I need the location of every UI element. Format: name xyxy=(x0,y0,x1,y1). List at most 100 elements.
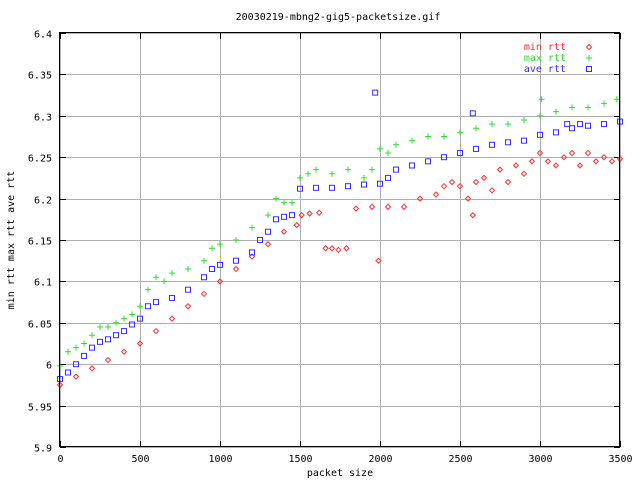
data-point xyxy=(569,104,575,111)
data-point xyxy=(89,344,95,351)
data-point xyxy=(480,174,488,182)
data-point xyxy=(298,211,305,219)
data-point xyxy=(536,149,544,157)
y-axis-label: min rtt max rtt ave rtt xyxy=(6,171,17,309)
data-point xyxy=(448,178,456,186)
x-tick-label: 1000 xyxy=(208,454,232,465)
y-tick-label: 6.3 xyxy=(34,113,52,124)
data-point xyxy=(409,162,415,169)
data-point xyxy=(345,183,351,190)
data-point xyxy=(425,133,431,140)
data-point xyxy=(464,195,472,202)
legend-label: min rtt xyxy=(524,42,566,53)
data-point xyxy=(613,96,620,103)
y-tick-label: 6 xyxy=(46,361,52,372)
y-tick-label: 6.05 xyxy=(28,320,52,331)
data-point xyxy=(217,241,223,248)
data-point xyxy=(329,184,335,191)
data-point xyxy=(425,158,431,165)
data-point xyxy=(233,237,239,243)
data-point xyxy=(600,153,608,161)
y-tick-label: 6.2 xyxy=(34,196,52,207)
data-point xyxy=(469,211,477,219)
data-point xyxy=(153,274,159,281)
data-point xyxy=(81,340,87,347)
data-point xyxy=(73,361,79,368)
data-point xyxy=(372,89,379,96)
data-point xyxy=(152,327,160,335)
data-point xyxy=(385,174,391,181)
data-point xyxy=(489,141,495,148)
data-point xyxy=(329,170,335,177)
data-point xyxy=(441,133,447,140)
grid xyxy=(60,33,621,448)
data-point xyxy=(289,199,295,206)
data-point xyxy=(441,154,447,161)
legend-label: max rtt xyxy=(524,53,566,64)
data-point xyxy=(201,257,207,264)
data-point xyxy=(72,373,80,380)
data-point xyxy=(377,180,383,187)
data-point xyxy=(129,321,135,328)
data-point xyxy=(105,336,111,343)
data-point xyxy=(169,270,175,277)
data-point xyxy=(457,129,463,136)
data-point xyxy=(564,121,571,128)
data-point xyxy=(361,174,367,181)
data-point xyxy=(393,166,399,173)
x-tick-label: 3500 xyxy=(608,454,632,465)
data-point xyxy=(368,203,376,211)
x-tick-label: 0 xyxy=(57,454,63,465)
data-point xyxy=(313,184,319,191)
data-point xyxy=(168,315,176,322)
data-point xyxy=(185,286,191,293)
data-point xyxy=(121,328,127,335)
data-point xyxy=(297,185,303,192)
data-point xyxy=(161,278,167,285)
data-point xyxy=(105,323,111,330)
data-point xyxy=(432,191,440,198)
data-point xyxy=(537,112,543,119)
data-point xyxy=(209,265,215,272)
data-point xyxy=(97,338,103,345)
data-point xyxy=(306,210,313,217)
data-point xyxy=(65,348,71,355)
data-point xyxy=(249,249,255,256)
data-point xyxy=(169,294,175,301)
data-point xyxy=(249,224,255,231)
data-point xyxy=(369,166,375,173)
data-point xyxy=(153,299,159,306)
data-point xyxy=(505,121,511,128)
data-point xyxy=(265,212,271,219)
plot-frame xyxy=(59,32,620,447)
data-point xyxy=(538,96,545,103)
chart-title: 20030219-mbng2-gig5-packetsize.gif xyxy=(236,12,441,23)
data-point xyxy=(440,182,448,190)
data-point xyxy=(505,139,511,146)
data-point xyxy=(145,286,151,293)
data-point xyxy=(343,245,350,252)
data-point xyxy=(569,125,575,132)
data-point xyxy=(400,203,408,211)
data-point xyxy=(216,278,224,285)
data-point xyxy=(472,178,480,186)
y-tick-label: 6.35 xyxy=(28,71,52,82)
data-point xyxy=(537,131,543,138)
data-point xyxy=(145,303,151,310)
data-point xyxy=(553,108,559,115)
data-point xyxy=(136,340,144,347)
data-point xyxy=(585,122,591,129)
x-tick-label: 3000 xyxy=(528,454,552,465)
data-point xyxy=(489,121,495,128)
data-point xyxy=(185,265,191,272)
y-tick-label: 5.95 xyxy=(28,403,52,414)
data-point xyxy=(315,209,323,216)
y-tick-label: 6.25 xyxy=(28,154,52,165)
data-point xyxy=(560,153,568,161)
data-point xyxy=(113,332,119,339)
data-point xyxy=(217,261,223,268)
series-max-rtt xyxy=(57,96,620,369)
y-axis-ticks: 5.9 5.95 6 6.05 6.1 6.15 6.2 6.25 6.3 6.35 6.4 xyxy=(28,30,620,455)
data-point xyxy=(585,104,591,111)
data-point xyxy=(592,158,600,165)
